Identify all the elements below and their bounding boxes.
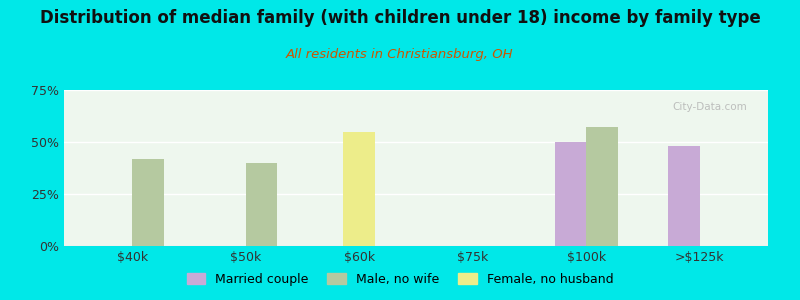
Text: Distribution of median family (with children under 18) income by family type: Distribution of median family (with chil… <box>40 9 760 27</box>
Bar <box>668 146 700 246</box>
Text: City-Data.com: City-Data.com <box>672 103 747 112</box>
Text: All residents in Christiansburg, OH: All residents in Christiansburg, OH <box>286 48 514 61</box>
Bar <box>343 132 375 246</box>
Bar <box>246 163 278 246</box>
Bar <box>586 128 618 246</box>
Bar <box>554 142 586 246</box>
Bar <box>132 159 164 246</box>
Legend: Married couple, Male, no wife, Female, no husband: Married couple, Male, no wife, Female, n… <box>182 268 618 291</box>
